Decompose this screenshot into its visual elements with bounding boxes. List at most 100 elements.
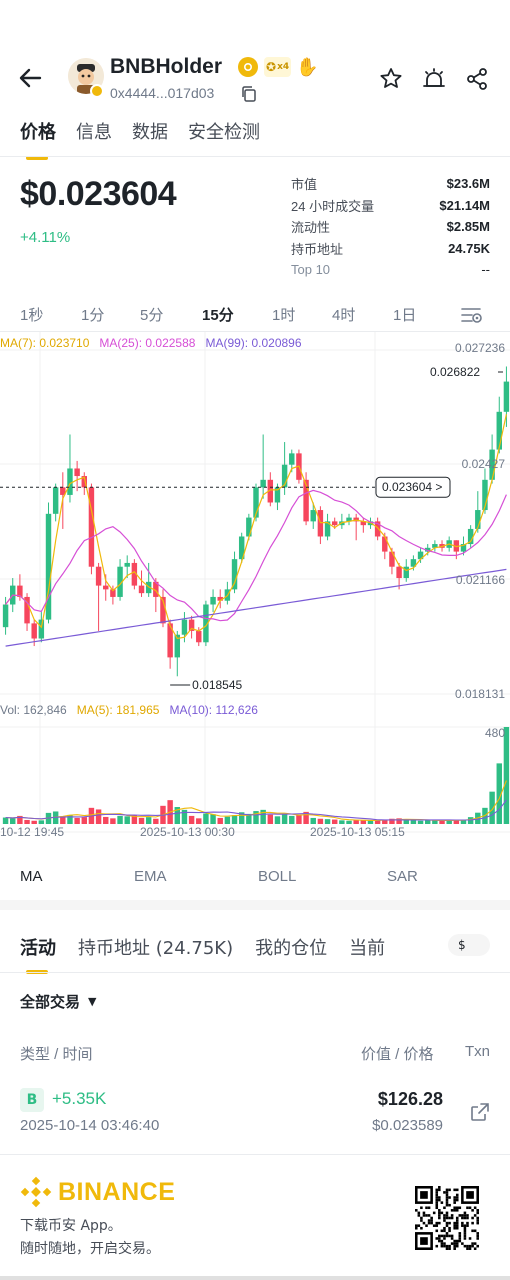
interval-15m[interactable]: 15分 xyxy=(202,307,234,324)
contract-address[interactable]: 0x4444...017d03 xyxy=(110,85,215,101)
volume-bar xyxy=(453,820,460,824)
volume-bar xyxy=(210,814,216,824)
footer-divider xyxy=(0,1154,510,1155)
tabs-divider xyxy=(0,156,510,157)
interval-1m[interactable]: 1分 xyxy=(81,307,105,324)
candle-body xyxy=(210,596,216,605)
tx-time: 2025-10-14 03:46:40 xyxy=(20,1117,160,1134)
tab-info[interactable]: 信息 xyxy=(76,122,112,143)
stat-value: 24.75K xyxy=(448,240,490,256)
share-icon[interactable] xyxy=(464,66,490,92)
ma25-line xyxy=(5,489,507,622)
candle-body xyxy=(503,381,510,412)
interval-divider xyxy=(0,331,510,332)
volume-bar xyxy=(145,817,152,824)
interval-5m[interactable]: 5分 xyxy=(140,307,164,324)
indicator-ma[interactable]: MA xyxy=(20,868,43,885)
candle-body xyxy=(2,604,9,628)
volume-bar xyxy=(110,818,116,824)
candle-body xyxy=(303,479,309,522)
back-arrow-icon[interactable] xyxy=(16,64,44,92)
interval-1h[interactable]: 1时 xyxy=(272,307,296,324)
copy-icon[interactable] xyxy=(240,85,258,103)
indicator-boll[interactable]: BOLL xyxy=(258,868,297,885)
volume-bar xyxy=(496,763,502,824)
price-axis-label: 0.018131 xyxy=(455,687,505,701)
activity-divider xyxy=(0,972,510,973)
volume-bar xyxy=(346,820,352,824)
volume-bar xyxy=(103,816,109,824)
volume-bar xyxy=(24,819,30,824)
volume-bar xyxy=(374,819,381,824)
volume-bar xyxy=(503,727,510,824)
interval-4h[interactable]: 4时 xyxy=(332,307,356,324)
volume-bar xyxy=(38,820,45,824)
candle-body xyxy=(45,513,52,620)
candle-body xyxy=(453,540,460,552)
tab-holders[interactable]: 持币地址 (24.75K) xyxy=(78,938,234,959)
volume-bar xyxy=(389,818,395,824)
tab-security[interactable]: 安全检测 xyxy=(188,122,260,143)
price-chart[interactable]: 0.023604 > 0.027236 0.02427 0.021166 0.01813… xyxy=(0,332,510,842)
ma99-line xyxy=(5,568,507,647)
tab-current[interactable]: 当前 xyxy=(349,938,386,959)
volume-axis-label: 480 xyxy=(485,726,505,740)
interval-1d[interactable]: 1日 xyxy=(393,307,417,324)
tab-price[interactable]: 价格 xyxy=(20,118,56,160)
volume-bar xyxy=(353,819,359,824)
volume-bar xyxy=(403,819,409,824)
candle-body xyxy=(38,619,45,639)
candle-body xyxy=(274,487,281,503)
currency-toggle-label: $ xyxy=(458,938,466,952)
chart-settings-icon[interactable] xyxy=(460,304,484,326)
stat-value: $23.6M xyxy=(446,176,490,192)
candle-body xyxy=(467,528,474,545)
wave-hand-icon: ✋ xyxy=(295,56,319,78)
tab-my-position[interactable]: 我的仓位 xyxy=(255,938,328,959)
candle-body xyxy=(196,630,202,643)
currency-toggle[interactable]: $ xyxy=(448,934,490,956)
external-link-icon[interactable] xyxy=(469,1101,491,1123)
candle-body xyxy=(489,449,495,480)
legend-vol: Vol: 162,846 xyxy=(0,703,67,717)
alert-bell-icon[interactable] xyxy=(421,66,447,92)
volume-bar xyxy=(424,819,431,824)
candle-body xyxy=(188,619,195,631)
filter-label: 全部交易 xyxy=(20,993,81,1011)
volume-bar xyxy=(67,814,73,824)
price-axis-label: 0.021166 xyxy=(456,573,505,587)
candle-body xyxy=(131,562,138,586)
trade-filter-dropdown[interactable]: 全部交易 ▼ xyxy=(20,991,96,1012)
candle-body xyxy=(403,566,409,579)
tab-data[interactable]: 数据 xyxy=(132,122,168,143)
candle-body xyxy=(24,596,30,624)
volume-bar xyxy=(196,818,202,824)
volume-bar xyxy=(238,812,245,824)
tab-activity[interactable]: 活动 xyxy=(20,934,56,974)
candle-body xyxy=(482,479,488,511)
token-stats: 市值 $23.6M 24 小时成交量 $21.14M 流动性 $2.85M 持币… xyxy=(291,173,490,281)
indicator-ema[interactable]: EMA xyxy=(134,868,167,885)
stat-row: 市值 $23.6M xyxy=(291,173,490,195)
legend-ma7: MA(7): 0.023710 xyxy=(0,336,90,350)
star-icon[interactable] xyxy=(378,66,404,92)
volume-bar xyxy=(267,814,274,824)
candle-body xyxy=(246,517,252,537)
candle-body xyxy=(167,623,173,658)
candle-body xyxy=(310,510,316,522)
indicator-sar[interactable]: SAR xyxy=(387,868,418,885)
interval-1s[interactable]: 1秒 xyxy=(20,307,44,324)
stat-label: 市值 xyxy=(291,177,318,193)
volume-bar xyxy=(274,816,281,824)
candle-body xyxy=(260,479,266,488)
bottom-edge xyxy=(0,1276,510,1280)
candle-body xyxy=(67,468,73,495)
tx-value: $126.28 xyxy=(377,1089,443,1109)
candle-body xyxy=(424,547,431,552)
candle-body xyxy=(331,521,338,526)
volume-bar xyxy=(296,815,302,824)
candle-body xyxy=(432,544,438,548)
stat-value: $21.14M xyxy=(439,197,490,213)
volume-bar xyxy=(74,817,80,824)
volume-bar xyxy=(17,815,23,824)
